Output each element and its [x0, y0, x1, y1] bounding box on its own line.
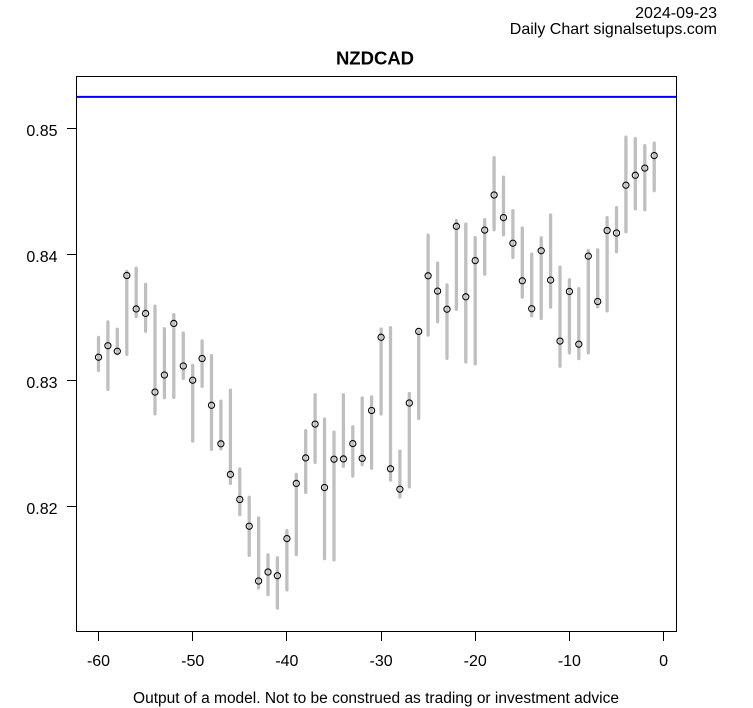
svg-text:-60: -60: [87, 653, 110, 670]
svg-text:-30: -30: [370, 653, 393, 670]
svg-text:2024-09-23: 2024-09-23: [635, 5, 717, 22]
svg-text:0.84: 0.84: [26, 249, 57, 266]
svg-text:0.82: 0.82: [26, 501, 57, 518]
svg-text:-50: -50: [181, 653, 204, 670]
svg-text:Output of a model. Not to be c: Output of a model. Not to be construed a…: [133, 690, 619, 707]
svg-text:-40: -40: [275, 653, 298, 670]
svg-text:NZDCAD: NZDCAD: [336, 47, 414, 68]
svg-text:0.85: 0.85: [26, 123, 57, 140]
svg-text:-10: -10: [558, 653, 581, 670]
svg-text:Daily Chart signalsetups.com: Daily Chart signalsetups.com: [510, 21, 717, 38]
svg-text:0.83: 0.83: [26, 375, 57, 392]
svg-text:-20: -20: [464, 653, 487, 670]
svg-text:0: 0: [659, 653, 668, 670]
